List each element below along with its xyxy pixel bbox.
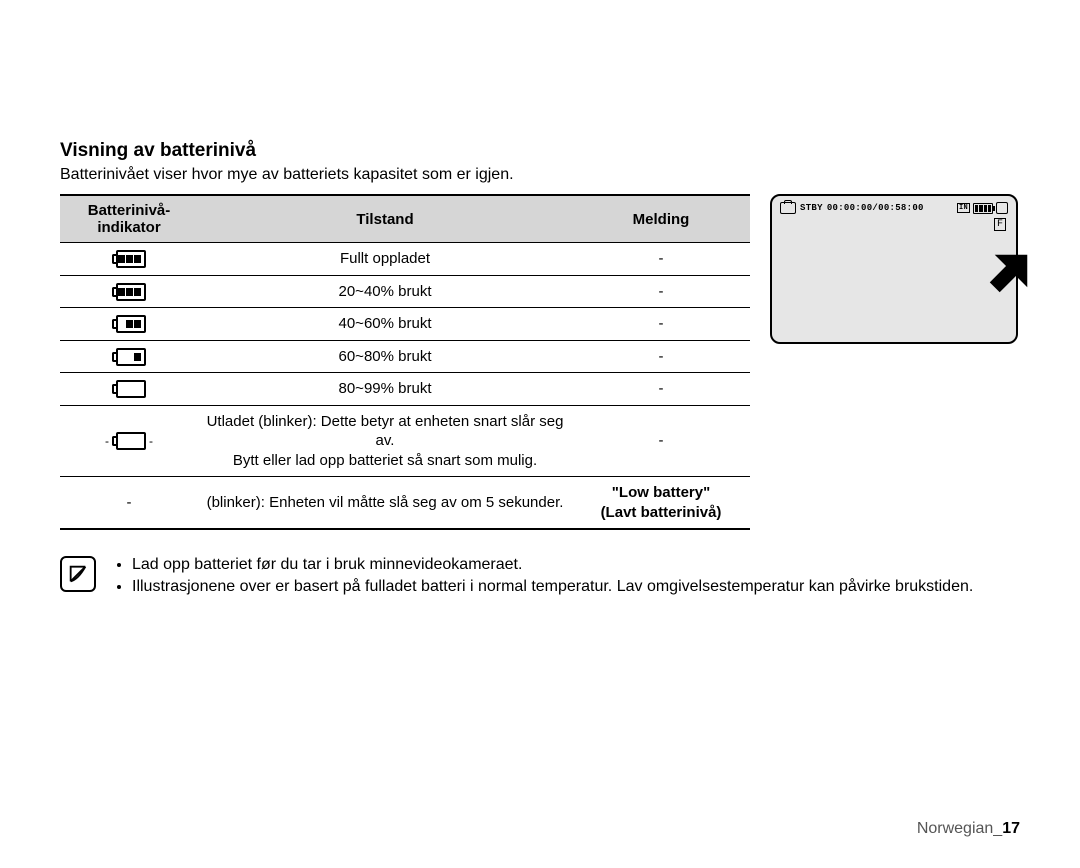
table-row: 60~80% brukt- [60,340,750,373]
cell-message: - [572,275,750,308]
th-message: Melding [572,195,750,243]
page-footer: Norwegian_17 [917,820,1020,838]
cell-state: 40~60% brukt [198,308,572,341]
note-icon [60,556,96,592]
cell-state: (blinker): Enheten vil måtte slå seg av … [198,477,572,530]
cell-message: - [572,243,750,276]
content-area: Visning av batterinivå Batterinivået vis… [60,140,1020,599]
camera-icon [780,202,796,214]
section-subtitle: Batterinivået viser hvor mye av batterie… [60,166,1020,184]
battery-icon [973,203,993,214]
table-row: -(blinker): Enheten vil måtte slå seg av… [60,477,750,530]
cell-message: - [572,308,750,341]
battery-level-icon [112,348,146,366]
cell-state: Utladet (blinker): Dette betyr at enhete… [198,405,572,477]
main-row: Batterinivå-indikator Tilstand Melding F… [60,194,1020,530]
cell-indicator [60,373,198,406]
cell-indicator [60,340,198,373]
note-item: Illustrasjonene over er basert på fullad… [132,576,973,598]
table-row: Fullt oppladet- [60,243,750,276]
lcd-status: STBY [800,203,823,213]
note-list: Lad opp batteriet før du tar i bruk minn… [114,554,973,599]
lcd-in-label: IN [957,203,970,213]
cell-state: 20~40% brukt [198,275,572,308]
table-row: 80~99% brukt- [60,373,750,406]
section-title: Visning av batterinivå [60,140,1020,162]
cell-message: - [572,405,750,477]
cell-indicator: - [60,477,198,530]
cell-state: 80~99% brukt [198,373,572,406]
battery-level-icon [112,432,146,450]
cell-indicator: -- [60,405,198,477]
note-item: Lad opp batteriet før du tar i bruk minn… [132,554,973,576]
note-block: Lad opp batteriet før du tar i bruk minn… [60,554,1020,599]
cell-state: Fullt oppladet [198,243,572,276]
footer-page: 17 [1002,820,1020,837]
battery-level-icon [112,283,146,301]
cell-indicator [60,275,198,308]
lcd-time: 00:00:00/00:58:00 [827,203,924,213]
table-row: 20~40% brukt- [60,275,750,308]
footer-lang: Norwegian_ [917,820,1002,837]
cell-message: "Low battery"(Lavt batterinivå) [572,477,750,530]
cell-state: 60~80% brukt [198,340,572,373]
table-row: --Utladet (blinker): Dette betyr at enhe… [60,405,750,477]
battery-level-icon [112,380,146,398]
lcd-preview: STBY 00:00:00/00:58:00 IN F [770,194,1018,344]
th-indicator: Batterinivå-indikator [60,195,198,243]
battery-table: Batterinivå-indikator Tilstand Melding F… [60,194,750,530]
lcd-topbar: STBY 00:00:00/00:58:00 IN [780,202,1008,214]
th-state: Tilstand [198,195,572,243]
table-row: 40~60% brukt- [60,308,750,341]
cell-indicator [60,308,198,341]
battery-level-icon [112,315,146,333]
card-icon [996,202,1008,214]
battery-level-icon [112,250,146,268]
cell-indicator [60,243,198,276]
cell-message: - [572,340,750,373]
page: Visning av batterinivå Batterinivået vis… [0,0,1080,868]
cell-message: - [572,373,750,406]
lcd-mode-label: F [994,218,1006,231]
battery-table-wrap: Batterinivå-indikator Tilstand Melding F… [60,194,750,530]
